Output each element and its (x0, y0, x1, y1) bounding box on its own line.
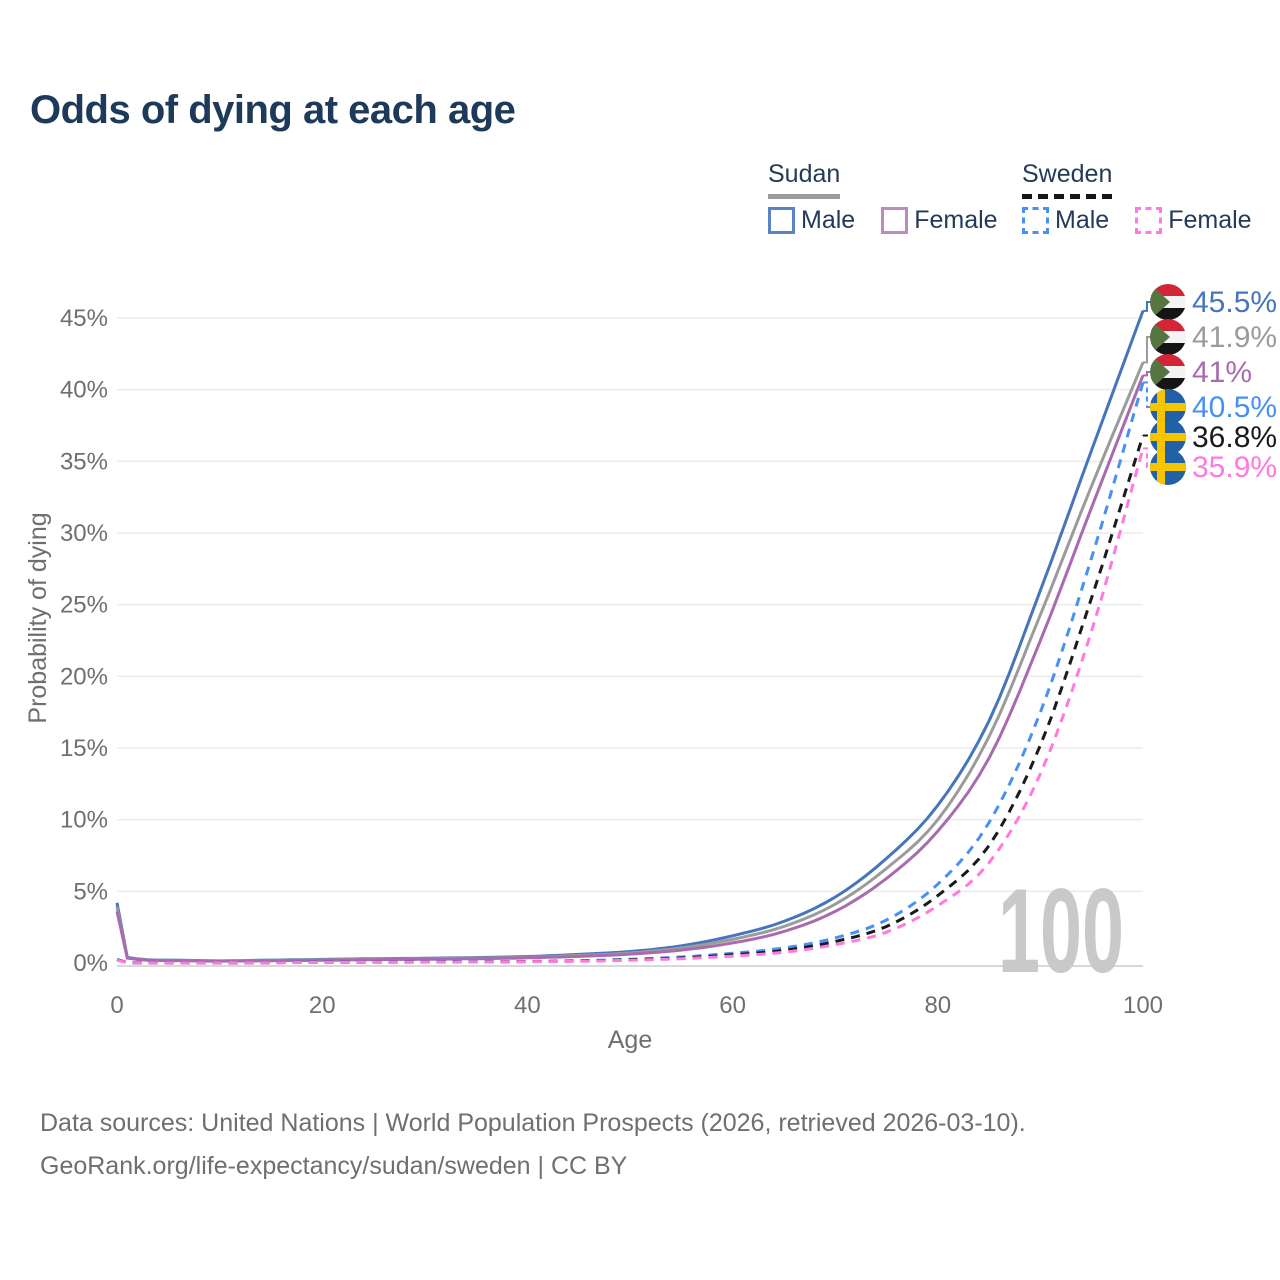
sudan-female-swatch-icon (881, 207, 909, 234)
callout-connector (1143, 447, 1150, 468)
legend-group-sudan: Sudan Male Female (768, 160, 1024, 235)
flag-sudan-icon (1150, 319, 1186, 355)
series-line-sudan-female (115, 374, 1145, 963)
x-tick-label: 0 (110, 992, 123, 1019)
callout-connector (1143, 381, 1150, 408)
y-tick-label: 20% (60, 663, 108, 690)
y-tick-label: 35% (60, 448, 108, 475)
end-value-label: 41.9% (1192, 321, 1277, 354)
end-value-label: 40.5% (1192, 391, 1277, 424)
gridlines: 0% 5% 10% 15% 20% 25% 30% 35% 40% 45% (60, 305, 1143, 977)
y-axis-title: Probability of dying (24, 512, 52, 723)
x-tick-label: 20 (309, 992, 336, 1019)
end-value-label: 35.9% (1192, 451, 1277, 484)
end-value-label: 41% (1192, 356, 1252, 389)
flag-sudan-icon (1150, 354, 1186, 390)
series-line-sweden-male (116, 382, 1145, 965)
legend-group-sweden: Sweden Male Female (1022, 160, 1278, 235)
legend-item-label: Male (801, 206, 856, 234)
legend-items-sweden: Male Female (1022, 206, 1278, 235)
chart-footer: Data sources: United Nations | World Pop… (40, 1102, 1026, 1188)
flag-sweden-icon (1150, 389, 1186, 425)
legend-item-label: Female (1168, 206, 1252, 234)
callout-connector (1143, 371, 1150, 377)
legend-item-sweden-female: Female (1135, 206, 1252, 235)
x-tick-label: 80 (924, 992, 951, 1019)
y-tick-label: 15% (60, 735, 108, 762)
legend-items-sudan: Male Female (768, 206, 1024, 235)
legend-item-label: Female (914, 206, 998, 234)
y-tick-label: 40% (60, 377, 108, 404)
x-tick-label: 40 (514, 992, 541, 1019)
end-value-label: 45.5% (1192, 286, 1277, 319)
data-sources-line: Data sources: United Nations | World Pop… (40, 1109, 1026, 1137)
flag-sweden-icon (1150, 449, 1186, 485)
x-axis-title: Age (608, 1026, 652, 1054)
callout-connector (1143, 301, 1150, 312)
attribution-line: GeoRank.org/life-expectancy/sudan/sweden… (40, 1152, 628, 1180)
series-line-sweden-female (116, 447, 1145, 965)
callout-connector (1143, 434, 1150, 438)
y-tick-label: 0% (73, 950, 108, 977)
series-line-sudan-both (115, 361, 1145, 963)
end-value-label: 36.8% (1192, 421, 1277, 454)
legend-item-sudan-male: Male (768, 206, 855, 235)
sudan-male-swatch-icon (768, 207, 795, 234)
legend-item-sweden-male: Male (1022, 206, 1109, 235)
y-tick-label: 30% (60, 520, 108, 547)
legend-country-sudan: Sudan (768, 160, 841, 199)
legend-item-sudan-female: Female (881, 206, 998, 235)
legend-item-label: Male (1055, 206, 1110, 234)
sweden-female-swatch-icon (1135, 207, 1163, 234)
y-tick-label: 45% (60, 305, 108, 332)
y-tick-label: 10% (60, 807, 108, 834)
age-watermark: 100 (998, 864, 1124, 998)
chart-title: Odds of dying at each age (30, 88, 516, 132)
y-tick-label: 25% (60, 592, 108, 619)
y-tick-label: 5% (73, 878, 108, 905)
flag-sudan-icon (1150, 284, 1186, 320)
legend-country-sweden: Sweden (1022, 160, 1113, 199)
x-tick-label: 60 (719, 992, 746, 1019)
series-line-sweden-both (116, 435, 1145, 965)
x-tick-label: 100 (1123, 992, 1163, 1019)
sweden-male-swatch-icon (1022, 207, 1049, 234)
callout-connector (1143, 336, 1150, 364)
